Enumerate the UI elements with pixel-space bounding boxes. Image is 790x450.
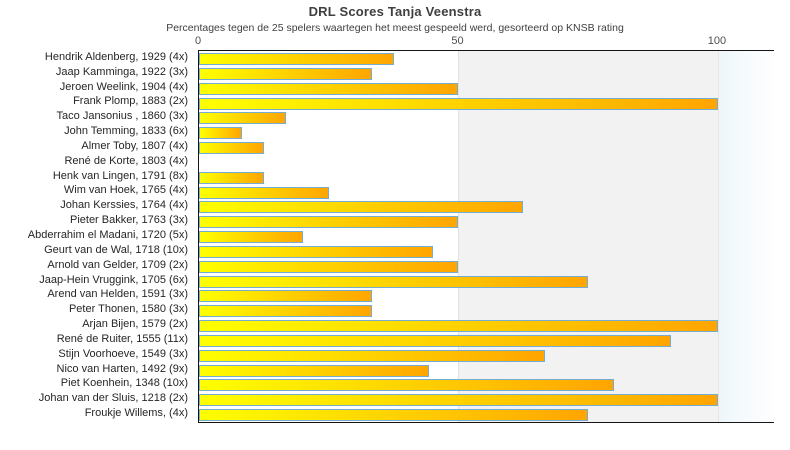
category-label: Froukje Willems, (4x) [84,407,188,420]
chart-subtitle: Percentages tegen de 25 spelers waartege… [166,22,624,34]
category-label: Abderrahim el Madani, 1720 (5x) [27,229,188,241]
bar [199,320,718,333]
bar [199,275,589,288]
bar [199,186,329,199]
bar [199,142,264,155]
bar [199,349,546,362]
x-tick: 50 [451,35,464,47]
bar [199,171,264,184]
category-label: Piet Koenhein, 1348 (10x) [60,377,188,390]
zone-100-110.6 [717,51,774,422]
plot-area [198,50,774,423]
category-label: Peter Thonen, 1580 (3x) [68,303,188,316]
bar [199,379,615,392]
category-label: Jaap Kamminga, 1922 (3x) [55,65,188,78]
bar [199,53,394,65]
y-axis-labels: Hendrik Aldenberg, 1929 (4x) Jaap Kamming… [0,50,188,421]
category-label: Hendrik Aldenberg, 1929 (4x) [44,50,188,63]
category-label: Arend van Helden, 1591 (3x) [47,288,188,301]
category-label: Stijn Voorhoeve, 1549 (3x) [58,347,188,360]
bar [199,409,589,422]
chart-title: DRL Scores Tanja Veenstra [308,4,482,19]
category-label: Jeroen Weelink, 1904 (4x) [59,80,188,93]
bar [199,127,243,140]
bar [199,112,286,125]
category-label: Geurt van de Wal, 1718 (10x) [44,243,188,256]
category-label: Frank Plomp, 1883 (2x) [73,95,188,108]
bar [199,216,459,229]
category-label: Henk van Lingen, 1791 (8x) [52,169,188,182]
category-label: Taco Jansonius , 1860 (3x) [56,110,188,123]
bar [199,305,372,318]
bar [199,67,372,80]
x-tick: 0 [194,35,202,47]
bar [199,97,718,110]
category-label: Arnold van Gelder, 1709 (2x) [47,258,188,271]
bar [199,82,459,95]
bar [199,231,303,244]
category-label: Wim van Hoek, 1765 (4x) [63,184,188,197]
category-label: Pieter Bakker, 1763 (3x) [69,214,188,227]
bar [199,394,718,407]
category-label: John Temming, 1833 (6x) [64,125,188,138]
bar [199,334,671,347]
category-label: Johan Kerssies, 1764 (4x) [60,199,188,212]
category-label: Arjan Bijen, 1579 (2x) [82,318,188,331]
bar [199,201,524,214]
category-label: Johan van der Sluis, 1218 (2x) [38,392,188,405]
category-label: Nico van Harten, 1492 (9x) [56,362,188,375]
x-tick: 100 [707,35,727,47]
category-label: Almer Toby, 1807 (4x) [81,139,188,152]
x-axis-ticks: 0 50 100 [0,35,790,49]
category-label: Jaap-Hein Vruggink, 1705 (6x) [39,273,188,286]
bar [199,290,372,303]
bar [199,245,433,258]
bar [199,364,430,377]
category-label: René de Korte, 1803 (4x) [64,154,188,167]
bar [199,260,459,273]
category-label: René de Ruiter, 1555 (11x) [56,332,188,345]
